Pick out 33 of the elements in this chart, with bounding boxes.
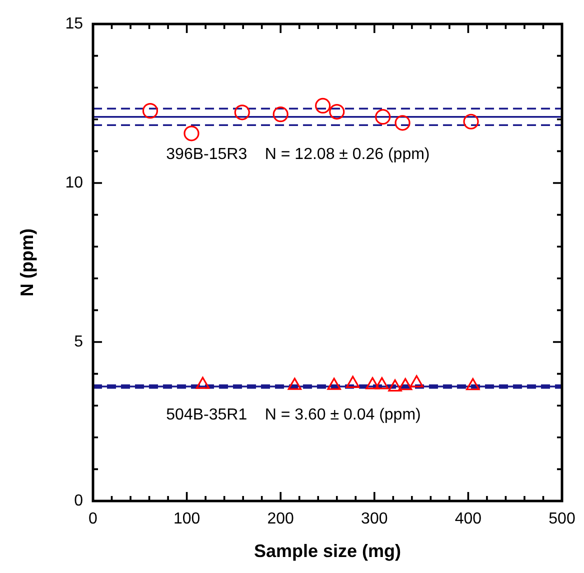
y-axis-title: N (ppm) <box>16 228 37 296</box>
point <box>315 98 331 114</box>
point <box>329 104 345 120</box>
point <box>288 378 302 390</box>
point <box>375 377 389 390</box>
point <box>196 376 210 389</box>
x-tick-label: 0 <box>88 510 98 528</box>
y-tick-label: 15 <box>65 15 84 32</box>
point <box>463 114 479 130</box>
x-tick-label: 400 <box>454 510 482 528</box>
point <box>375 109 391 125</box>
point <box>410 375 424 388</box>
point <box>398 378 412 390</box>
x-tick-label: 100 <box>173 510 200 528</box>
x-tick-label: 500 <box>548 510 576 528</box>
point <box>388 379 402 392</box>
point <box>184 126 200 142</box>
x-tick-label: 300 <box>361 510 388 528</box>
y-tick-label: 10 <box>65 174 84 192</box>
point <box>327 378 341 390</box>
y-tick-label: 0 <box>74 492 84 510</box>
point <box>272 106 288 122</box>
annotation: 396B-15R3 N = 12.08 ± 0.26 (ppm) <box>166 146 430 164</box>
y-tick-label: 5 <box>74 333 84 350</box>
annotation: 504B-35R1 N = 3.60 ± 0.04 (ppm) <box>166 406 421 424</box>
point <box>466 378 480 390</box>
x-tick-label: 200 <box>267 510 294 528</box>
point <box>366 377 380 390</box>
x-axis-title: Sample size (mg) <box>254 540 402 561</box>
point <box>234 104 250 120</box>
point <box>394 115 410 131</box>
point <box>142 103 158 119</box>
point <box>346 376 360 388</box>
